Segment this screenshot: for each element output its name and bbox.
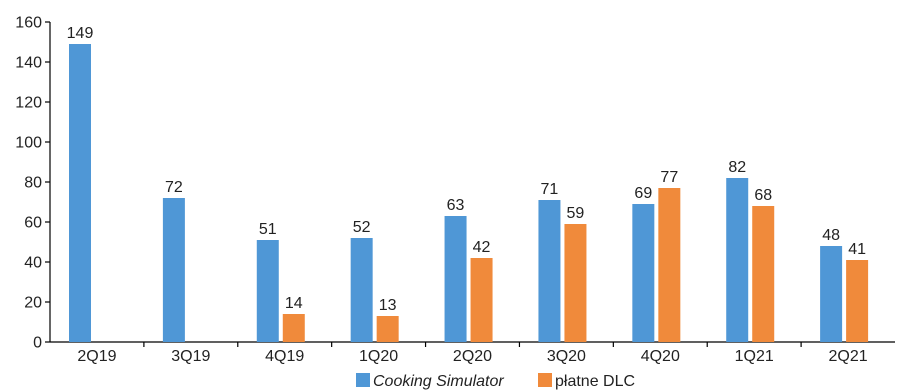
bar-p-atne-dlc	[282, 314, 305, 342]
data-label-p-atne-dlc: 77	[660, 169, 678, 186]
bar-cooking-simulator	[820, 246, 843, 342]
bars	[69, 44, 869, 342]
bar-cooking-simulator	[444, 216, 467, 342]
x-tick-label: 2Q21	[828, 348, 867, 365]
x-tick-label: 4Q20	[641, 348, 680, 365]
bar-p-atne-dlc	[846, 260, 869, 342]
y-tick-label: 140	[15, 55, 42, 72]
data-label-cooking-simulator: 63	[447, 197, 465, 214]
data-label-cooking-simulator: 51	[259, 221, 277, 238]
x-tick-label: 3Q19	[171, 348, 210, 365]
legend-swatch-platne-dlc	[538, 373, 552, 387]
data-label-cooking-simulator: 149	[67, 25, 94, 42]
bar-p-atne-dlc	[752, 206, 775, 342]
x-tick-label: 1Q21	[735, 348, 774, 365]
y-tick-label: 120	[15, 95, 42, 112]
bar-p-atne-dlc	[658, 188, 681, 342]
y-tick-label: 20	[24, 295, 42, 312]
bar-p-atne-dlc	[564, 224, 587, 342]
data-label-cooking-simulator: 69	[634, 185, 652, 202]
data-label-cooking-simulator: 82	[728, 159, 746, 176]
y-tick-label: 40	[24, 255, 42, 272]
data-label-cooking-simulator: 72	[165, 179, 183, 196]
data-label-cooking-simulator: 52	[353, 219, 371, 236]
data-label-p-atne-dlc: 59	[567, 205, 585, 222]
y-tick-label: 100	[15, 135, 42, 152]
data-label-p-atne-dlc: 41	[848, 241, 866, 258]
bar-cooking-simulator	[256, 240, 279, 342]
x-tick-label: 2Q19	[77, 348, 116, 365]
data-label-cooking-simulator: 71	[541, 181, 559, 198]
bar-p-atne-dlc	[470, 258, 493, 342]
data-label-cooking-simulator: 48	[822, 227, 840, 244]
data-label-p-atne-dlc: 68	[754, 187, 772, 204]
bar-cooking-simulator	[726, 178, 749, 342]
legend: Cooking Simulator płatne DLC	[356, 373, 635, 390]
x-tick-label: 3Q20	[547, 348, 586, 365]
bar-cooking-simulator	[632, 204, 655, 342]
bar-p-atne-dlc	[376, 316, 399, 342]
x-tick-label: 4Q19	[265, 348, 304, 365]
y-axis: 0 20 40 60 80 100 120 140 160	[15, 15, 51, 352]
y-tick-label: 160	[15, 15, 42, 32]
x-axis: 2Q19 3Q19 4Q19 1Q20 2Q20 3Q20 4Q20 1Q21 2Q21	[50, 341, 895, 365]
x-tick-label: 2Q20	[453, 348, 492, 365]
y-tick-label: 80	[24, 175, 42, 192]
x-tick-label: 1Q20	[359, 348, 398, 365]
data-labels: 149 72 51 52 63 71 69 82 48 14 13 42 59 77 68 41	[67, 25, 866, 314]
y-tick-label: 60	[24, 215, 42, 232]
legend-label-cooking-simulator: Cooking Simulator	[373, 373, 504, 390]
y-tick-label: 0	[33, 335, 42, 352]
bar-cooking-simulator	[538, 200, 561, 342]
data-label-p-atne-dlc: 14	[285, 295, 303, 312]
bar-cooking-simulator	[162, 198, 185, 342]
data-label-p-atne-dlc: 42	[473, 239, 491, 256]
bar-cooking-simulator	[69, 44, 91, 342]
legend-label-platne-dlc: płatne DLC	[555, 373, 635, 390]
legend-swatch-cooking-simulator	[356, 373, 370, 387]
bar-cooking-simulator	[350, 238, 373, 342]
data-label-p-atne-dlc: 13	[379, 297, 397, 314]
